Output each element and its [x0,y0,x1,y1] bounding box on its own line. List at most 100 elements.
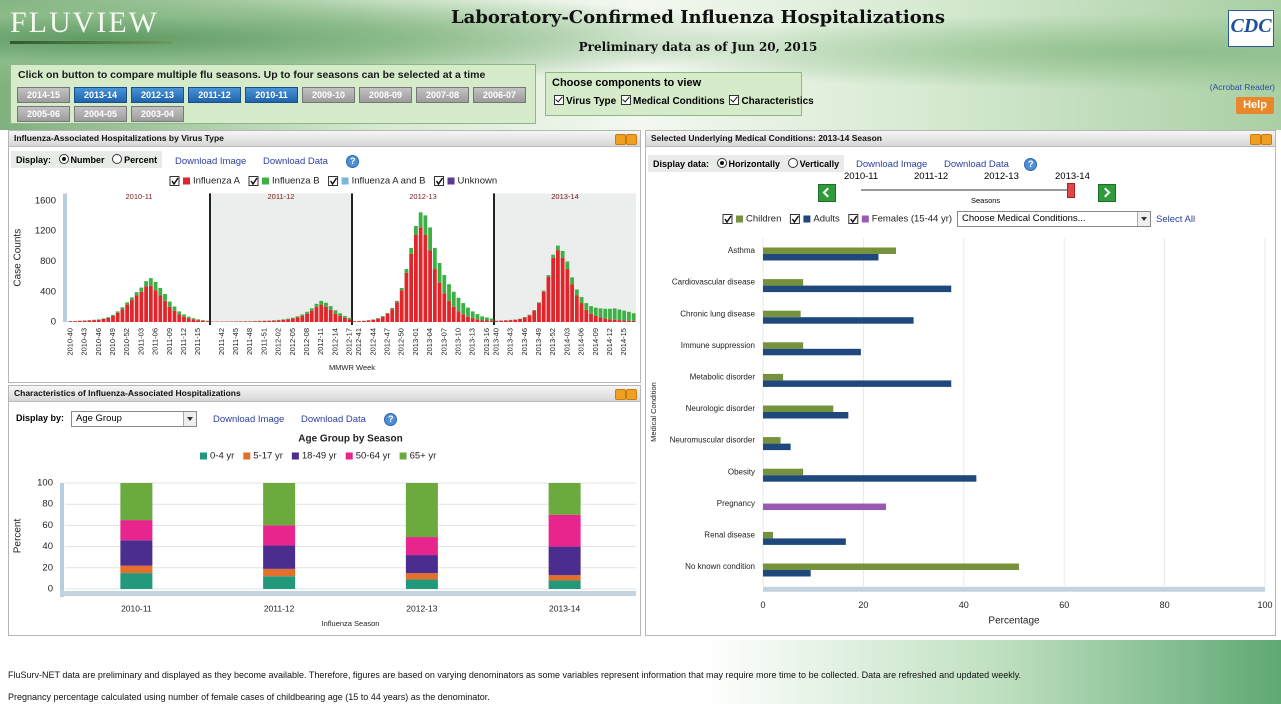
season-button[interactable]: 2008-09 [359,87,412,103]
bar-segment [541,291,546,322]
help-button[interactable]: Help [1236,97,1274,114]
minimize-icon[interactable] [615,389,626,400]
radio[interactable] [787,158,798,168]
bar-segment [134,295,139,322]
season-button[interactable]: 2011-12 [188,87,241,103]
season-button[interactable]: 2014-15 [17,87,70,103]
season-button[interactable]: 2012-13 [131,87,184,103]
download-image[interactable]: Download Image [213,414,285,425]
checkbox[interactable] [729,95,740,105]
agency-logo[interactable]: CDC [1228,10,1274,47]
bar [763,443,791,451]
bar [763,563,1020,570]
bar-segment [263,545,296,569]
season-button[interactable]: 2013-14 [74,87,127,103]
legend-checkbox[interactable] [789,214,800,224]
legend-checkbox[interactable] [434,176,445,186]
legend-label: 0-4 yr [210,451,234,462]
maximize-icon[interactable] [1261,134,1272,145]
next-season[interactable] [1098,184,1116,202]
download-data[interactable]: Download Data [301,414,366,425]
conditions-select[interactable]: Choose Medical Conditions... [957,211,1151,227]
download-data[interactable]: Download Data [263,156,328,167]
season-button[interactable]: 2007-08 [416,87,469,103]
bar-segment [612,319,617,322]
bar-segment [551,254,556,258]
bar-segment [295,317,300,322]
y-tick-label: Immune suppression [681,341,755,350]
legend-checkbox[interactable] [328,176,339,186]
season-button[interactable]: 2010-11 [245,87,298,103]
bar-segment [182,314,186,317]
slider-thumb[interactable] [1067,183,1075,198]
bar [763,310,801,318]
checkbox[interactable] [554,95,564,105]
bar-segment [522,317,527,322]
season-button[interactable]: 2005-06 [17,106,70,122]
select-all[interactable]: Select All [1156,214,1196,225]
bar [763,317,914,324]
bar-segment [404,269,409,273]
radio[interactable] [716,158,727,168]
bar [763,342,804,349]
season-button[interactable]: 2003-04 [131,106,184,122]
dropdown-arrow[interactable] [1137,212,1150,226]
minimize-icon[interactable] [615,134,626,145]
legend-checkbox[interactable] [169,176,180,186]
help-icon[interactable] [346,155,359,168]
bar-segment [442,275,447,294]
bar-segment [423,215,428,236]
dropdown-arrow[interactable] [183,412,196,426]
bar-segment [111,314,115,316]
select-box[interactable]: Age Group [71,411,197,427]
previous-season[interactable] [818,184,836,202]
y-axis-label: Medical Condition [649,382,658,442]
bar-segment [300,314,305,316]
footer-note: FluSurv-NET data are preliminary and dis… [8,670,1022,680]
season-button[interactable]: 2006-07 [473,87,526,103]
legend-swatch [200,452,207,460]
bar-segment [357,321,361,322]
bar-segment [617,320,622,322]
bar-segment [167,301,172,307]
bar-segment [456,297,461,312]
radio[interactable] [112,154,123,164]
download-image[interactable]: Download Image [856,159,928,170]
axis-rail [60,483,64,597]
panel-header: Selected Underlying Medical Conditions: … [646,131,1275,147]
maximize-icon[interactable] [626,389,637,400]
checkbox[interactable] [621,95,631,105]
legend-checkbox[interactable] [848,214,859,224]
x-tick-label: 2011-12 [179,328,188,355]
download-image[interactable]: Download Image [175,156,247,167]
bar-segment [556,250,560,322]
bar-segment [328,306,333,310]
display-control: Display: Number Percent [11,151,163,168]
bar [763,254,879,261]
x-tick-label: 80 [1160,600,1170,610]
legend-checkbox[interactable] [722,214,733,224]
panel-background [494,193,636,322]
x-tick-label: 2012-41 [354,328,363,356]
y-tick-label: 20 [42,562,53,573]
minimize-icon[interactable] [1250,134,1261,145]
bar-segment [432,269,437,322]
download-data[interactable]: Download Data [944,159,1009,170]
bar-segment [115,311,120,313]
x-tick-label: 2013-13 [468,328,477,356]
acrobat-link[interactable]: (Acrobat Reader) [1209,82,1275,92]
help-icon[interactable] [1024,158,1037,171]
bar-segment [267,320,272,322]
bar-segment [243,321,248,322]
legend-checkbox[interactable] [248,176,259,186]
bar-segment [319,304,324,322]
radio[interactable] [58,154,69,164]
bar-segment [167,306,172,322]
maximize-icon[interactable] [626,134,637,145]
season-button[interactable]: 2009-10 [302,87,355,103]
season-button[interactable]: 2004-05 [74,106,127,122]
bar-segment [352,321,357,322]
help-icon[interactable] [384,413,397,426]
bar-segment [191,319,196,322]
bar-segment [300,315,305,322]
